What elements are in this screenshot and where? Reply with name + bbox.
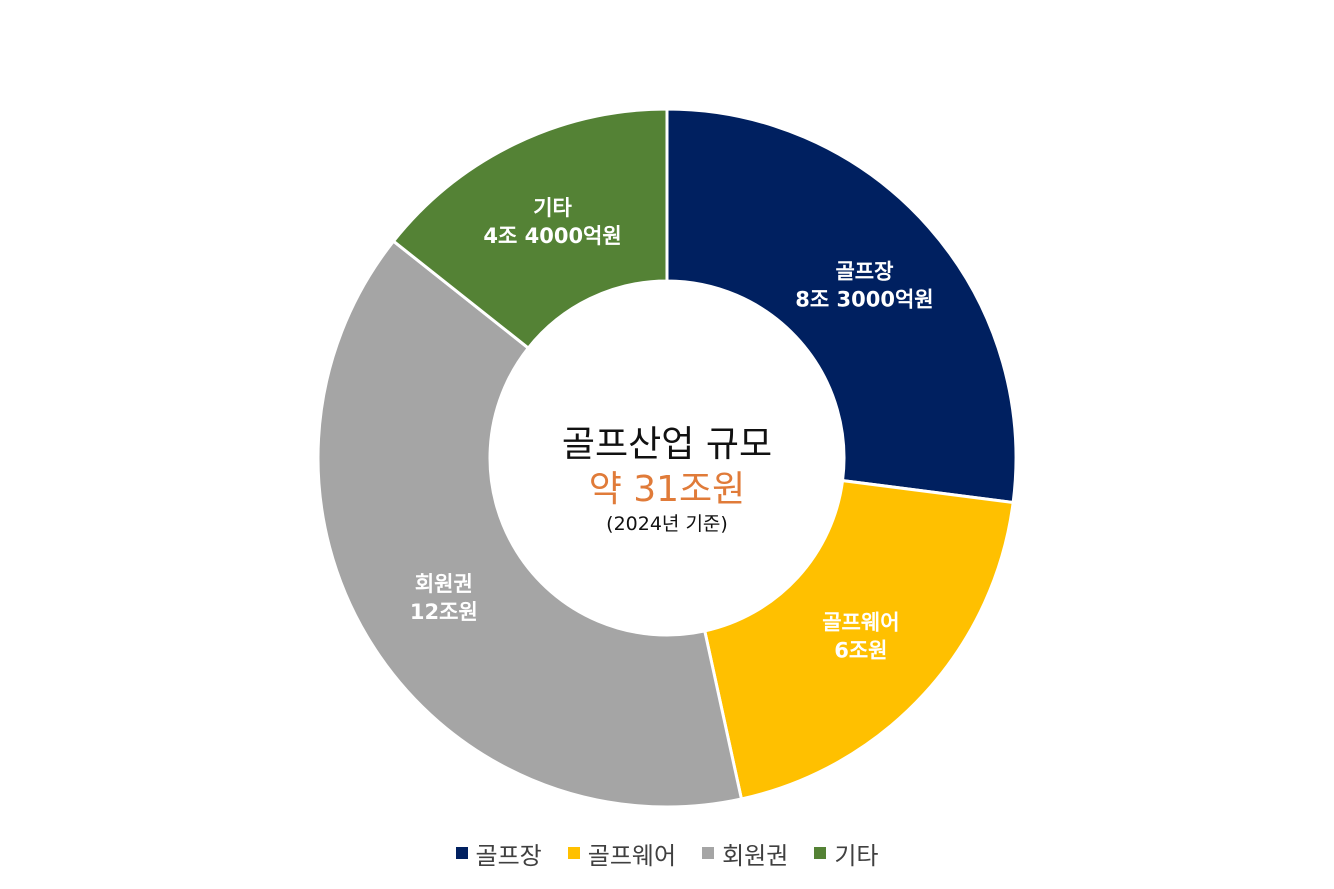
legend-swatch-3 xyxy=(702,847,715,859)
slice-2-name-label: 골프웨어 xyxy=(822,611,899,635)
chart-note: (2024년 기준) xyxy=(606,513,728,535)
slice-3-name-label: 회원권 xyxy=(415,572,473,596)
slice-3 xyxy=(316,239,744,809)
chart-legend: 골프장 골프웨어 회원권 기타 xyxy=(0,834,1334,872)
legend-label-4: 기타 xyxy=(834,841,879,870)
slice-2-value-label: 6조원 xyxy=(834,639,887,663)
slice-2 xyxy=(702,478,1015,801)
slice-1-name-label: 골프장 xyxy=(835,259,893,283)
legend-label-2: 골프웨어 xyxy=(587,841,677,870)
chart-title: 골프산업 규모 xyxy=(562,424,772,465)
slice-4-name-label: 기타 xyxy=(533,196,572,220)
chart-total: 약 31조원 xyxy=(589,469,746,510)
slices-group xyxy=(316,107,1018,809)
legend-item-3: 회원권 xyxy=(702,836,788,871)
slice-1-value-label: 8조 3000억원 xyxy=(795,287,933,311)
legend-item-4: 기타 xyxy=(814,836,879,871)
center-text-group: 골프산업 규모 약 31조원 (2024년 기준) xyxy=(562,424,772,535)
legend-swatch-4 xyxy=(814,847,827,859)
legend-item-2: 골프웨어 xyxy=(567,836,677,871)
legend-label-3: 회원권 xyxy=(722,841,789,870)
slice-3-value-label: 12조원 xyxy=(410,600,478,624)
legend-swatch-1 xyxy=(455,847,468,859)
legend-item-1: 골프장 xyxy=(455,836,542,871)
slice-4 xyxy=(391,107,669,351)
legend-swatch-2 xyxy=(567,847,580,859)
slice-4-value-label: 4조 4000억원 xyxy=(483,224,621,248)
slice-1 xyxy=(665,107,1018,505)
legend-label-1: 골프장 xyxy=(475,841,542,870)
